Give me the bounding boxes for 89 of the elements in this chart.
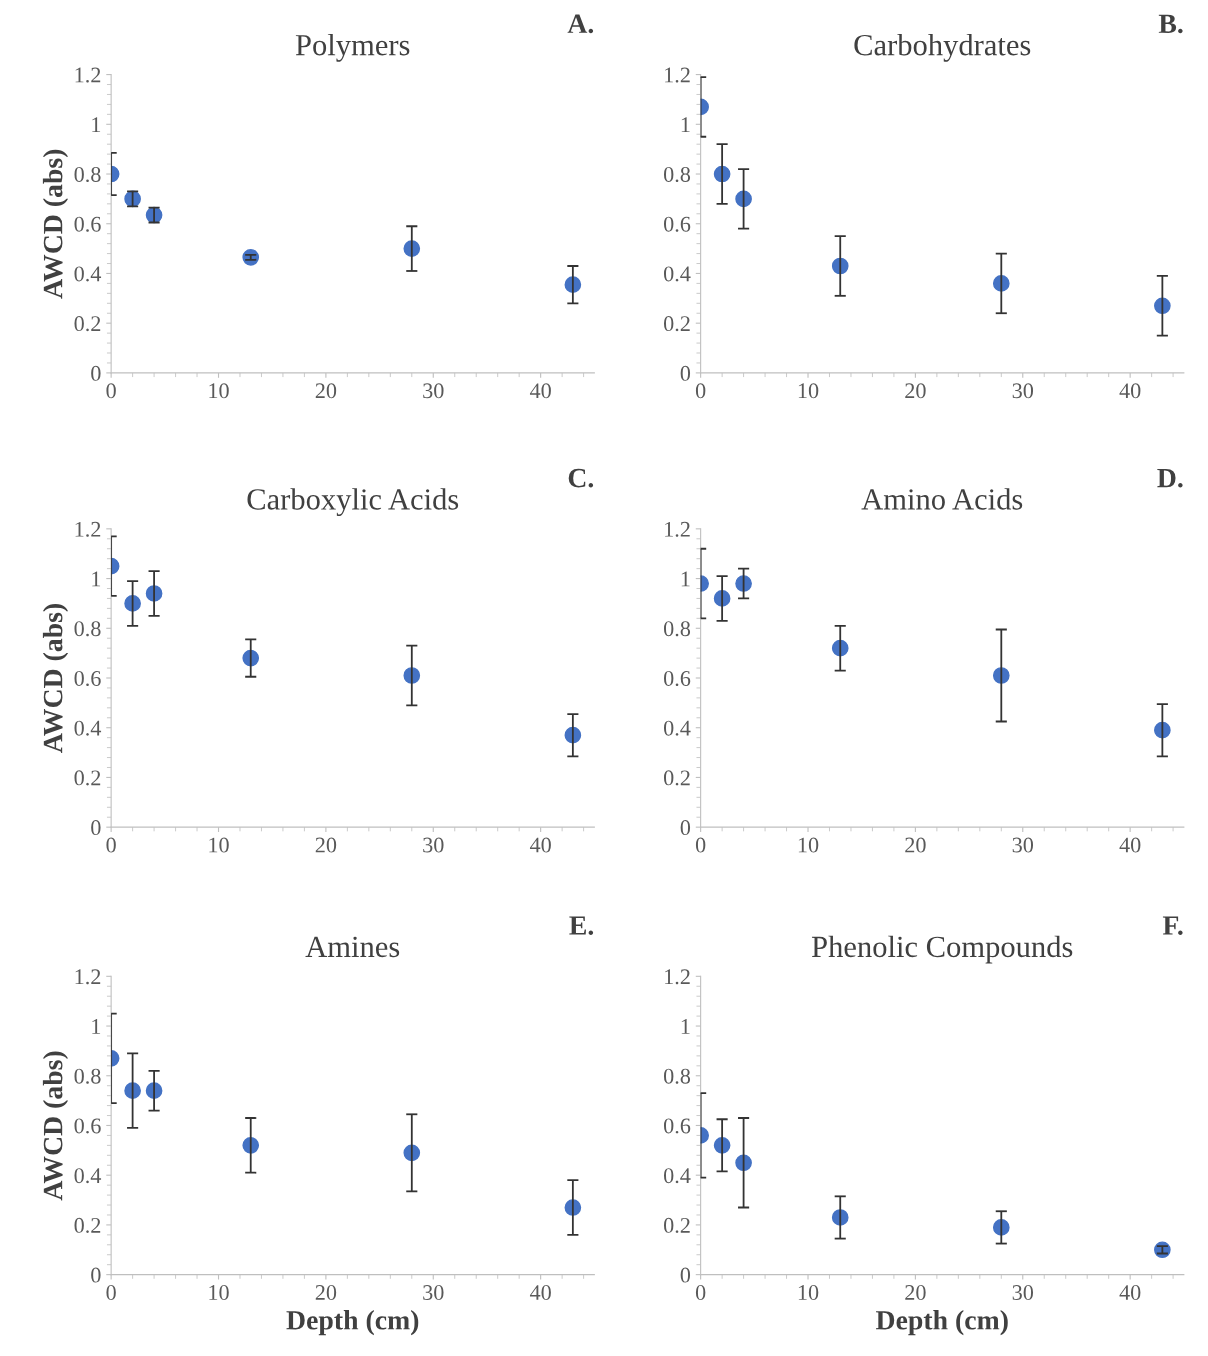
x-tick-label: 20 — [905, 837, 926, 853]
y-tick-label: 0.2 — [74, 770, 101, 786]
y-axis-title: AWCD (abs) — [42, 1051, 69, 1201]
chart-title: Amines — [305, 936, 400, 958]
y-tick-label: 0.4 — [74, 720, 102, 736]
x-tick-label: 0 — [106, 383, 116, 399]
x-tick-label: 10 — [798, 837, 819, 853]
x-tick-label: 0 — [695, 1285, 706, 1300]
y-tick-label: 0.8 — [663, 1068, 691, 1084]
x-tick-label: 20 — [315, 1285, 337, 1300]
y-tick-label: 0 — [680, 820, 691, 836]
x-tick-label: 10 — [798, 1285, 819, 1300]
y-tick-label: 1.2 — [665, 521, 690, 537]
x-tick-label: 0 — [106, 1285, 116, 1300]
chart-title: Carboxylic Acids — [247, 488, 459, 516]
x-tick-label: 20 — [905, 383, 926, 399]
y-tick-label: 0.2 — [74, 316, 101, 332]
y-tick-label: 0.6 — [74, 1118, 101, 1134]
y-tick-label: 0.8 — [663, 166, 691, 183]
y-axis-title: AWCD (abs) — [42, 149, 69, 299]
y-tick-label: 1 — [681, 1019, 690, 1034]
y-tick-label: 0.6 — [663, 1118, 691, 1134]
x-tick-label: 30 — [423, 1285, 444, 1300]
y-tick-label: 0.2 — [74, 1217, 101, 1233]
x-tick-label: 40 — [529, 383, 551, 399]
y-tick-label: 0.4 — [663, 720, 691, 736]
x-tick-label: 30 — [1012, 1285, 1034, 1300]
chart-title: Polymers — [295, 33, 410, 62]
y-tick-label: 0 — [91, 1267, 101, 1283]
x-tick-label: 40 — [1119, 383, 1141, 399]
y-tick-label: 0.8 — [74, 166, 101, 183]
y-tick-label: 0 — [680, 1267, 691, 1283]
y-tick-label: 1.2 — [75, 521, 101, 537]
x-tick-label: 40 — [1119, 837, 1141, 853]
text: D. — [1157, 468, 1183, 488]
x-tick-label: 40 — [529, 837, 551, 853]
y-tick-label: 0 — [91, 820, 101, 836]
x-tick-label: 0 — [695, 837, 706, 853]
x-tick-label: 0 — [695, 383, 706, 399]
y-tick-label: 0.8 — [663, 621, 691, 637]
y-tick-label: 0.4 — [663, 266, 691, 282]
x-tick-label: 30 — [1012, 837, 1034, 853]
x-tick-label: 10 — [209, 837, 229, 853]
x-tick-label: 30 — [423, 383, 444, 399]
x-tick-label: 30 — [1012, 383, 1034, 399]
y-tick-label: 1 — [681, 117, 690, 133]
y-tick-label: 0 — [680, 365, 691, 381]
y-tick-label: 0.6 — [74, 216, 101, 232]
y-tick-label: 1 — [92, 571, 101, 587]
y-tick-label: 1 — [681, 571, 690, 587]
x-tick-label: 20 — [905, 1285, 926, 1300]
x-tick-label: 40 — [529, 1285, 551, 1300]
chart-title: Carbohydrates — [854, 33, 1031, 62]
y-tick-label: 0.8 — [74, 621, 101, 637]
y-tick-label: 0.4 — [663, 1168, 691, 1184]
chart-title: Amino Acids — [861, 488, 1023, 510]
text: E. — [569, 916, 594, 935]
y-tick-label: 0.8 — [74, 1068, 101, 1084]
text: A. — [567, 14, 594, 34]
y-tick-label: 0.6 — [663, 216, 691, 232]
x-tick-label: 10 — [209, 1285, 229, 1300]
text: F. — [1162, 916, 1183, 935]
y-tick-label: 1.2 — [75, 67, 101, 83]
y-tick-label: 1.2 — [75, 969, 101, 985]
text: B. — [1158, 14, 1183, 34]
x-tick-label: 40 — [1119, 1285, 1141, 1300]
y-tick-label: 1.2 — [665, 969, 690, 985]
x-tick-label: 30 — [423, 837, 444, 853]
x-tick-label: 20 — [315, 383, 337, 399]
y-tick-label: 1 — [92, 117, 101, 133]
x-axis-title: Depth (cm) — [286, 1310, 419, 1336]
y-tick-label: 0.6 — [74, 670, 101, 687]
x-tick-label: 20 — [315, 837, 337, 853]
x-tick-label: 10 — [798, 383, 819, 399]
y-tick-label: 0.4 — [74, 1168, 102, 1184]
y-axis-title: AWCD (abs) — [42, 603, 69, 753]
x-tick-label: 10 — [209, 383, 229, 399]
x-axis-title: Depth (cm) — [876, 1310, 1008, 1336]
y-tick-label: 0.2 — [663, 316, 690, 332]
text: C. — [568, 468, 594, 488]
chart-title: Phenolic Compounds — [811, 935, 1073, 964]
y-tick-label: 0.2 — [663, 770, 690, 786]
x-tick-label: 0 — [106, 837, 116, 853]
y-tick-label: 0.6 — [663, 670, 691, 687]
y-tick-label: 1.2 — [665, 67, 690, 83]
y-tick-label: 1 — [92, 1019, 101, 1034]
y-tick-label: 0.4 — [74, 266, 102, 282]
y-tick-label: 0 — [91, 365, 101, 381]
y-tick-label: 0.2 — [663, 1217, 690, 1233]
